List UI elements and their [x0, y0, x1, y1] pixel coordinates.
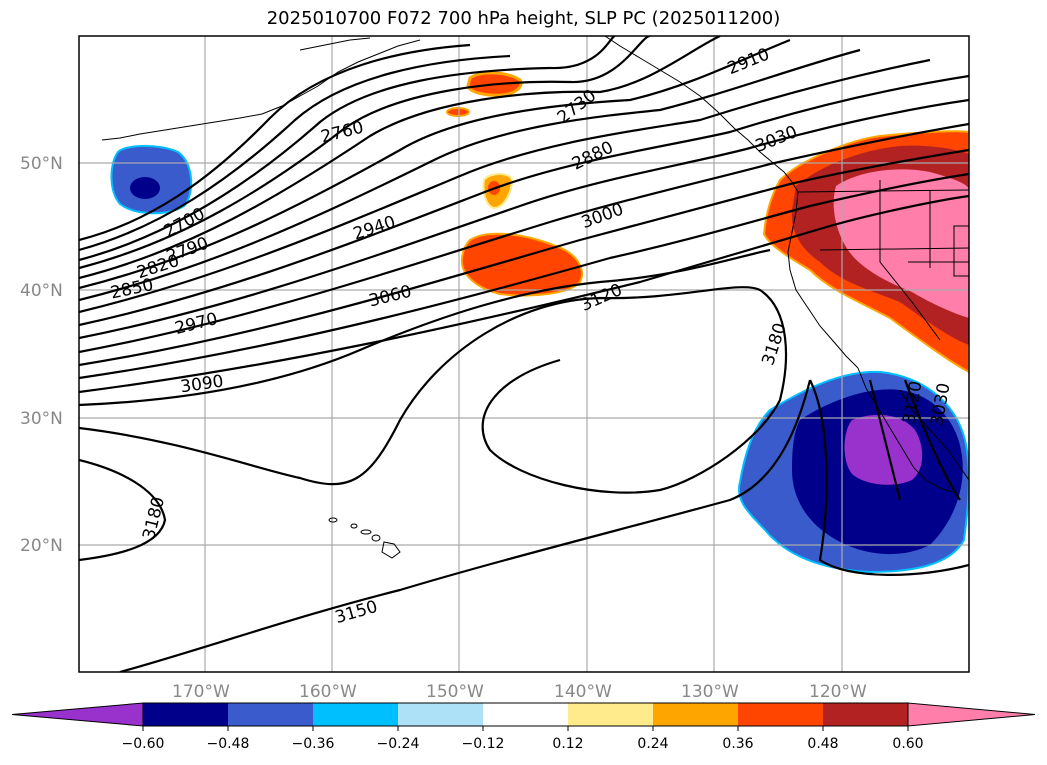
graticule — [79, 36, 969, 672]
longitude-labels: 170°W 160°W 150°W 140°W 130°W 120°W — [172, 682, 867, 702]
colorbar-swatch — [483, 703, 568, 726]
colorbar-tick-label: 0.48 — [807, 736, 838, 752]
colorbar-tick-label: −0.24 — [377, 736, 420, 752]
colorbar-tick-label: −0.60 — [122, 736, 165, 752]
colorbar-swatch — [653, 703, 738, 726]
colorbar-swatch — [143, 703, 228, 726]
map-background — [79, 36, 969, 672]
latitude-labels: 50°N 40°N 30°N 20°N — [20, 154, 63, 556]
lat-label-30n: 30°N — [20, 409, 63, 429]
colorbar-tick-label: −0.12 — [462, 736, 505, 752]
colorbar-swatch — [398, 703, 483, 726]
colorbar-tick-label: 0.60 — [892, 736, 923, 752]
colorbar-swatch — [738, 703, 823, 726]
lon-label-120w: 120°W — [809, 682, 867, 702]
lon-label-150w: 150°W — [426, 682, 484, 702]
colorbar-tick-label: −0.36 — [292, 736, 335, 752]
colorbar-extend-low — [11, 702, 144, 727]
colorbar-outline — [142, 702, 909, 727]
colorbar-tick-label: −0.48 — [207, 736, 250, 752]
lon-label-170w: 170°W — [172, 682, 230, 702]
colorbar-swatch — [823, 703, 908, 726]
colorbar: −0.60 −0.48 −0.36 −0.24 −0.12 0.12 0.24 0.36 0.4… — [11, 702, 1036, 752]
colorbar-tick-label: 0.24 — [637, 736, 668, 752]
colorbar-tick-label: 0.12 — [552, 736, 583, 752]
lat-label-50n: 50°N — [20, 154, 63, 174]
hawaii-islands — [328, 517, 401, 559]
lat-label-40n: 40°N — [20, 281, 63, 301]
negative-anomaly-northwest — [110, 145, 193, 215]
coastlines — [101, 36, 969, 493]
lon-label-160w: 160°W — [299, 682, 357, 702]
map-title: 2025010700 F072 700 hPa height, SLP PC (… — [266, 8, 781, 29]
colorbar-swatch — [228, 703, 313, 726]
colorbar-swatch — [568, 703, 653, 726]
colorbar-extend-high — [907, 702, 1036, 727]
height-contours — [79, 36, 969, 672]
lon-label-130w: 130°W — [681, 682, 739, 702]
lon-label-140w: 140°W — [554, 682, 612, 702]
colorbar-tick-label: 0.36 — [722, 736, 753, 752]
map-border — [78, 35, 970, 673]
lat-label-20n: 20°N — [20, 536, 63, 556]
colorbar-swatch — [313, 703, 398, 726]
